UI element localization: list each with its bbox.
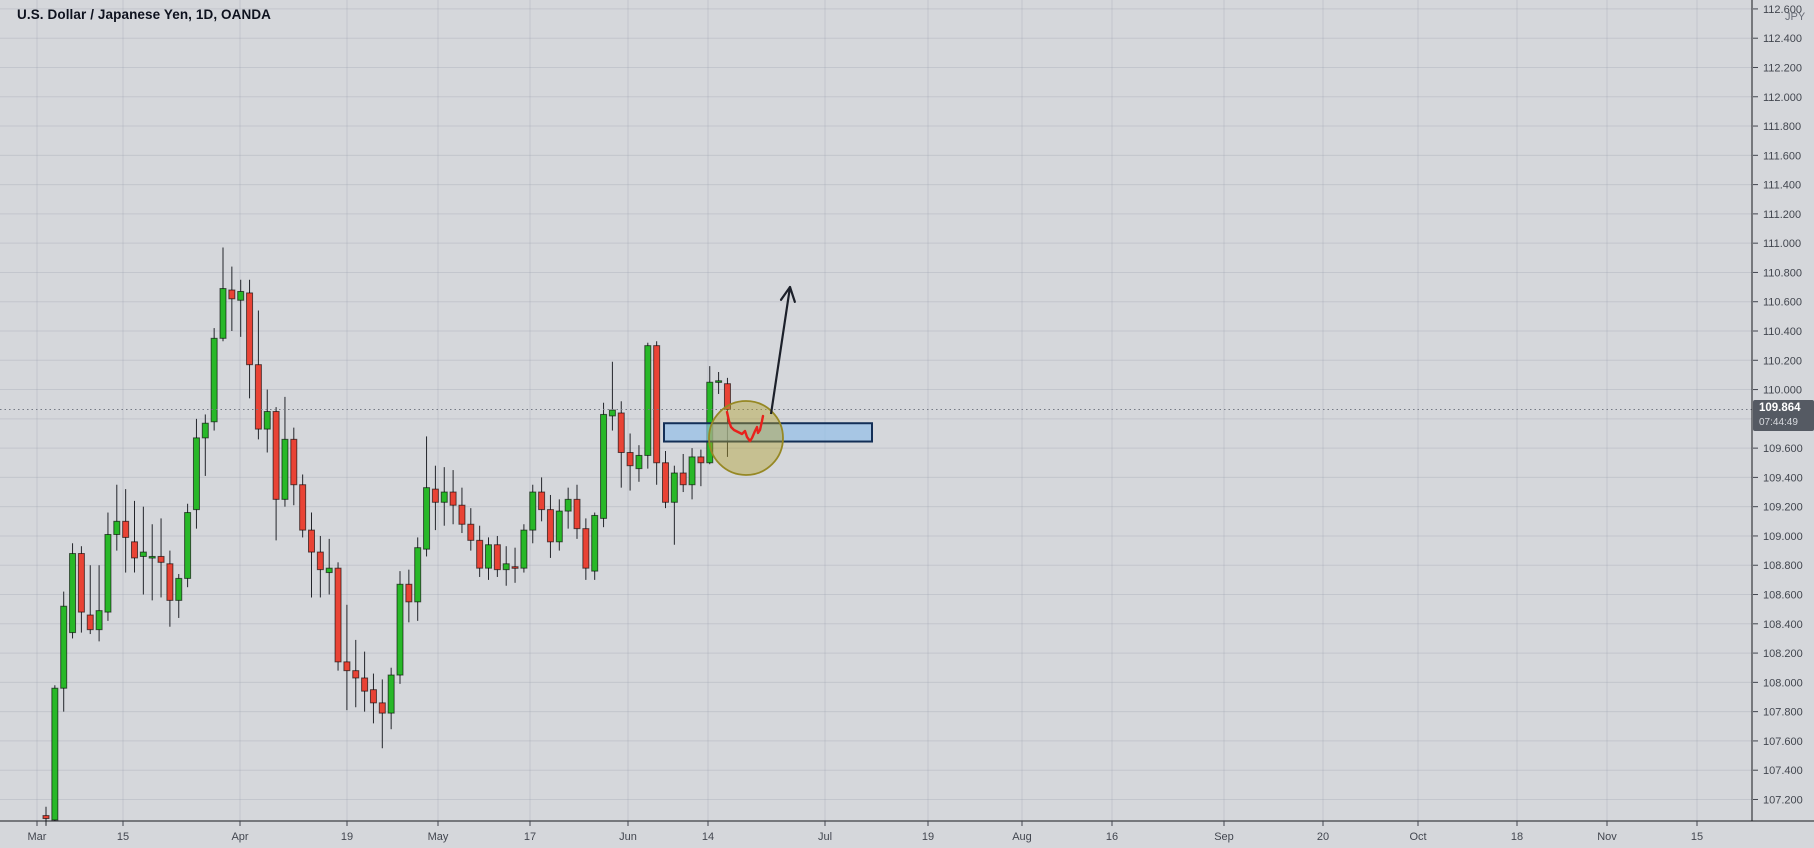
svg-text:109.200: 109.200 [1763,502,1803,514]
svg-text:109.000: 109.000 [1763,531,1803,543]
svg-text:108.200: 108.200 [1763,648,1803,660]
current-price-value: 109.864 [1759,402,1801,414]
svg-text:107.200: 107.200 [1763,794,1803,806]
svg-text:109.400: 109.400 [1763,472,1803,484]
svg-text:Jul: Jul [818,831,832,843]
svg-text:107.600: 107.600 [1763,736,1803,748]
svg-text:16: 16 [1106,831,1118,843]
svg-text:111.200: 111.200 [1763,209,1801,221]
current-price-label: 109.864 07:44:49 [1753,400,1814,431]
svg-text:108.000: 108.000 [1763,677,1803,689]
currency-unit-label: JPY [1785,11,1806,23]
svg-text:20: 20 [1317,831,1329,843]
svg-text:110.200: 110.200 [1763,355,1802,367]
svg-text:111.000: 111.000 [1763,238,1801,250]
svg-text:112.000: 112.000 [1763,92,1802,104]
candlestick-series [42,247,731,826]
svg-text:110.400: 110.400 [1763,326,1802,338]
svg-text:Aug: Aug [1012,831,1032,843]
trend-arrow[interactable] [769,285,796,415]
svg-text:110.600: 110.600 [1763,297,1802,309]
svg-text:109.600: 109.600 [1763,443,1803,455]
svg-text:19: 19 [341,831,353,843]
svg-text:Oct: Oct [1409,831,1426,843]
svg-text:Nov: Nov [1597,831,1617,843]
svg-text:19: 19 [922,831,934,843]
sketch-path[interactable] [725,410,765,443]
svg-text:112.600: 112.600 [1763,4,1802,16]
gridlines [0,0,1752,821]
svg-text:May: May [428,831,449,843]
svg-text:110.800: 110.800 [1763,267,1802,279]
svg-text:15: 15 [1691,831,1703,843]
svg-text:110.000: 110.000 [1763,385,1802,397]
price-axis[interactable]: 112.600 112.400 112.200 112.000 111.800 111.6… [1753,4,1803,807]
svg-text:15: 15 [117,831,129,843]
svg-text:107.800: 107.800 [1763,707,1803,719]
svg-text:111.800: 111.800 [1763,121,1801,133]
symbol-title: U.S. Dollar / Japanese Yen, 1D, OANDA [17,7,272,22]
svg-text:Jun: Jun [619,831,637,843]
svg-text:112.400: 112.400 [1763,33,1802,45]
svg-text:18: 18 [1511,831,1523,843]
svg-text:108.600: 108.600 [1763,590,1803,602]
bar-countdown: 07:44:49 [1759,416,1798,428]
svg-text:107.400: 107.400 [1763,765,1803,777]
svg-text:17: 17 [524,831,536,843]
svg-text:108.800: 108.800 [1763,560,1803,572]
svg-text:14: 14 [702,831,714,843]
svg-text:112.200: 112.200 [1763,62,1802,74]
svg-text:111.400: 111.400 [1763,180,1801,192]
supply-zone-rectangle[interactable] [663,422,873,443]
svg-text:108.400: 108.400 [1763,619,1803,631]
svg-text:Sep: Sep [1214,831,1234,843]
svg-text:Apr: Apr [231,831,248,843]
svg-text:Mar: Mar [28,831,47,843]
time-axis[interactable]: Mar 15 Apr 19 May 17 Jun 14 Jul 19 Aug 16 Sep 20 Oct 18… [28,821,1704,843]
svg-text:111.600: 111.600 [1763,150,1801,162]
